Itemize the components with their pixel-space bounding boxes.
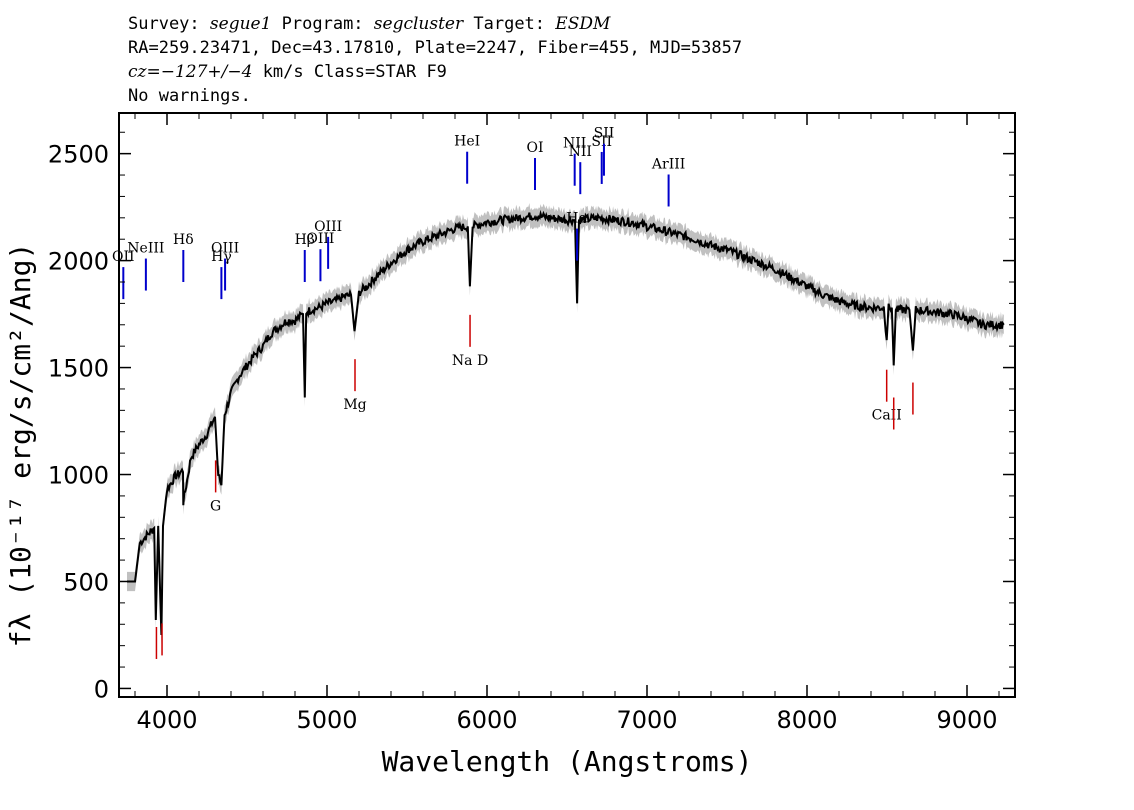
header-line-survey: Survey: segue1 Program: segcluster Targe…: [128, 12, 742, 36]
x-tick-label: 7000: [616, 706, 677, 734]
target-label: Target:: [473, 14, 546, 34]
x-axis-title: Wavelength (Angstroms): [382, 745, 753, 778]
error-band: [127, 203, 1004, 645]
survey-label: Survey:: [128, 14, 200, 34]
header-line-redshift: cz=−127+/−4 km/s Class=STAR F9: [128, 60, 742, 84]
y-tick-label: 500: [63, 568, 109, 596]
y-axis-title: fλ (10⁻¹⁷ erg/s/cm²/Ang): [4, 243, 37, 648]
emission-line-label: NII: [569, 144, 592, 160]
x-tick-label: 4000: [136, 706, 197, 734]
y-tick-label: 2500: [48, 141, 109, 169]
emission-line-label: ArIII: [651, 156, 685, 172]
absorption-line-label: G: [210, 498, 221, 514]
x-tick-label: 6000: [456, 706, 517, 734]
spectrum-layer: [127, 209, 1005, 636]
emission-line-label: NII: [563, 136, 586, 152]
emission-line-label: Hγ: [211, 249, 232, 265]
error-band-layer: [127, 203, 1004, 645]
emission-line-label: SII: [594, 126, 615, 142]
emission-line-label: Hδ: [173, 232, 194, 248]
header-line-coordinates: RA=259.23471, Dec=43.17810, Plate=2247, …: [128, 38, 743, 58]
emission-line-label: NeIII: [127, 241, 164, 257]
absorption-line-label: Na D: [452, 353, 488, 369]
spectrum-header: Survey: segue1 Program: segcluster Targe…: [128, 12, 742, 108]
program-value: segcluster: [373, 14, 464, 34]
emission-line-label: Hβ: [295, 232, 315, 248]
emission-line-label: SII: [591, 134, 612, 150]
emission-line-label: OI: [526, 140, 543, 156]
header-line-warnings: No warnings.: [128, 86, 251, 106]
x-tick-label: 5000: [296, 706, 357, 734]
spectrum-line: [127, 209, 1005, 636]
y-tick-label: 1500: [48, 355, 109, 383]
emission-line-label: HeI: [454, 134, 480, 150]
emission-line-label: OIII: [314, 219, 342, 235]
program-label: Program:: [281, 14, 364, 34]
x-tick-label: 9000: [936, 706, 997, 734]
y-tick-label: 1000: [48, 462, 109, 490]
emission-line-label: Hα: [566, 211, 588, 227]
axis-ticks-layer: 4000 5000 6000 7000 8000 9000 0 500 1000 1500 2000…: [48, 113, 1015, 734]
emission-line-label: OIII: [211, 241, 239, 257]
absorption-line-label: CaII: [872, 408, 902, 424]
cz-value: cz=−127+/−4: [128, 62, 253, 82]
absorption-line-label: Mg: [343, 397, 366, 413]
plot-frame: [118, 112, 1016, 698]
class-info: km/s Class=STAR F9: [252, 62, 447, 82]
survey-value: segue1: [209, 14, 272, 34]
y-tick-label: 2000: [48, 248, 109, 276]
y-tick-label: 0: [94, 675, 109, 703]
target-value: ESDM: [555, 14, 611, 34]
x-tick-label: 8000: [776, 706, 837, 734]
